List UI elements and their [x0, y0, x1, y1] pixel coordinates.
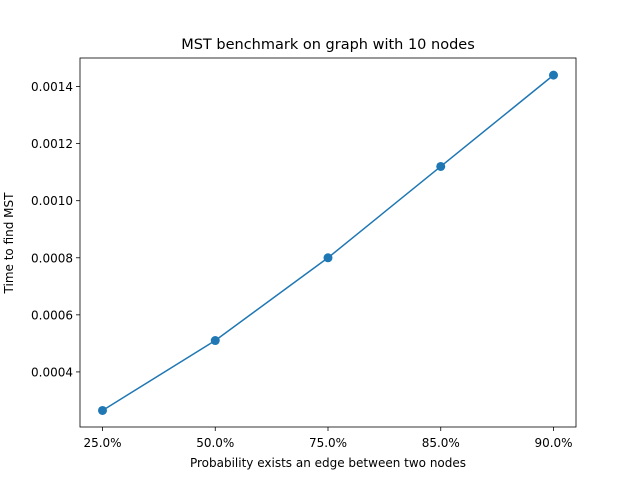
y-tick-label: 0.0010: [31, 194, 73, 208]
data-point: [323, 253, 333, 263]
plot-area: 25.0% 50.0% 75.0% 85.0% 90.0% 0.0004 0.0006 0.0…: [31, 57, 577, 450]
y-tick-label: 0.0008: [31, 251, 73, 265]
data-point: [210, 336, 220, 346]
x-tick-label: 75.0%: [309, 436, 347, 450]
data-point: [549, 70, 558, 80]
y-tick-label: 0.0006: [31, 308, 73, 322]
y-tick-label: 0.0014: [31, 80, 73, 94]
x-tick-label: 50.0%: [196, 436, 234, 450]
chart-title: MST benchmark on graph with 10 nodes: [181, 37, 475, 53]
x-tick-label: 25.0%: [83, 436, 121, 450]
data-point: [98, 405, 107, 415]
y-axis-label: Time to find MST: [2, 192, 16, 295]
x-axis-label: Probability exists an edge between two n…: [190, 456, 466, 470]
y-tick-label: 0.0012: [31, 137, 73, 151]
data-point: [436, 161, 446, 171]
axes-frame: [79, 57, 577, 428]
x-tick-label: 85.0%: [422, 436, 460, 450]
x-tick-label: 90.0%: [534, 436, 572, 450]
y-tick-label: 0.0004: [31, 365, 73, 379]
